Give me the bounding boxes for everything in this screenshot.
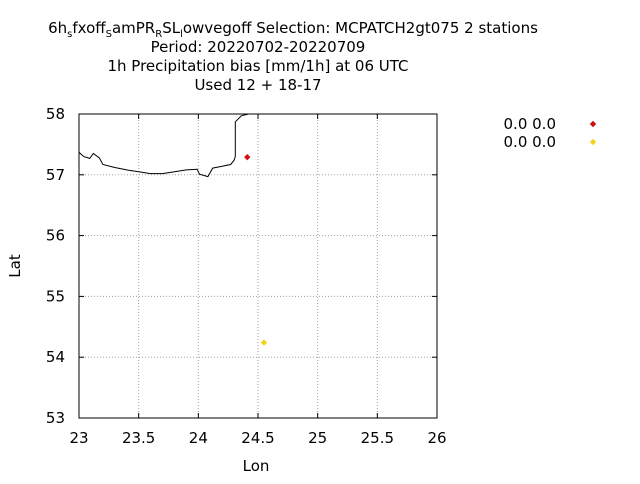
coastline-layer bbox=[78, 113, 249, 178]
legend: 0.0 0.00.0 0.0 bbox=[504, 115, 597, 151]
title-segment: 6h bbox=[48, 19, 67, 37]
data-points bbox=[244, 153, 268, 346]
legend-label-1: 0.0 0.0 bbox=[504, 115, 556, 133]
x-tick-label: 25 bbox=[308, 429, 327, 447]
data-point-series-1 bbox=[244, 153, 251, 161]
x-tick-label: 24.5 bbox=[241, 429, 274, 447]
y-tick-label: 56 bbox=[46, 227, 65, 245]
title-subscript: l bbox=[180, 29, 183, 40]
title-line-1: 6hsfxoffSamPRRSLlowvegoff Selection: MCP… bbox=[48, 19, 538, 40]
gridlines bbox=[79, 114, 437, 418]
legend-marker-2 bbox=[589, 138, 597, 146]
y-axis-label: Lat bbox=[6, 254, 24, 278]
title-subscript: S bbox=[106, 29, 112, 40]
x-tick-label: 25.5 bbox=[361, 429, 394, 447]
title-line-3: 1h Precipitation bias [mm/1h] at 06 UTC bbox=[107, 57, 408, 75]
y-tick-label: 55 bbox=[46, 287, 65, 305]
x-tick-label: 24 bbox=[189, 429, 208, 447]
y-tick-label: 53 bbox=[46, 409, 65, 427]
legend-marker-1 bbox=[589, 120, 597, 128]
title-subscript: s bbox=[67, 29, 72, 40]
title-segment: amPR bbox=[112, 19, 155, 37]
title-subscript: R bbox=[155, 29, 162, 40]
axis-ticks: 23 23.5 24 24.5 25 25.5 26 53 54 55 56 57 58 bbox=[46, 105, 447, 447]
title-segment: owvegoff Selection: MCPATCH2gt075 2 stat… bbox=[183, 19, 538, 37]
x-axis-label: Lon bbox=[243, 457, 270, 475]
x-tick-label: 23 bbox=[69, 429, 88, 447]
title-line-4: Used 12 + 18-17 bbox=[194, 76, 321, 94]
data-point-series-2 bbox=[260, 339, 268, 346]
coastline bbox=[78, 113, 249, 178]
title-segment: SL bbox=[162, 19, 181, 37]
y-tick-label: 54 bbox=[46, 348, 65, 366]
x-tick-label: 26 bbox=[427, 429, 446, 447]
y-tick-label: 57 bbox=[46, 166, 65, 184]
chart-title-block: 6hsfxoffSamPRRSLlowvegoff Selection: MCP… bbox=[48, 19, 538, 94]
legend-label-2: 0.0 0.0 bbox=[504, 133, 556, 151]
title-line-2: Period: 20220702-20220709 bbox=[151, 38, 366, 56]
y-tick-label: 58 bbox=[46, 105, 65, 123]
title-segment: fxoff bbox=[72, 19, 106, 37]
x-tick-label: 23.5 bbox=[122, 429, 155, 447]
